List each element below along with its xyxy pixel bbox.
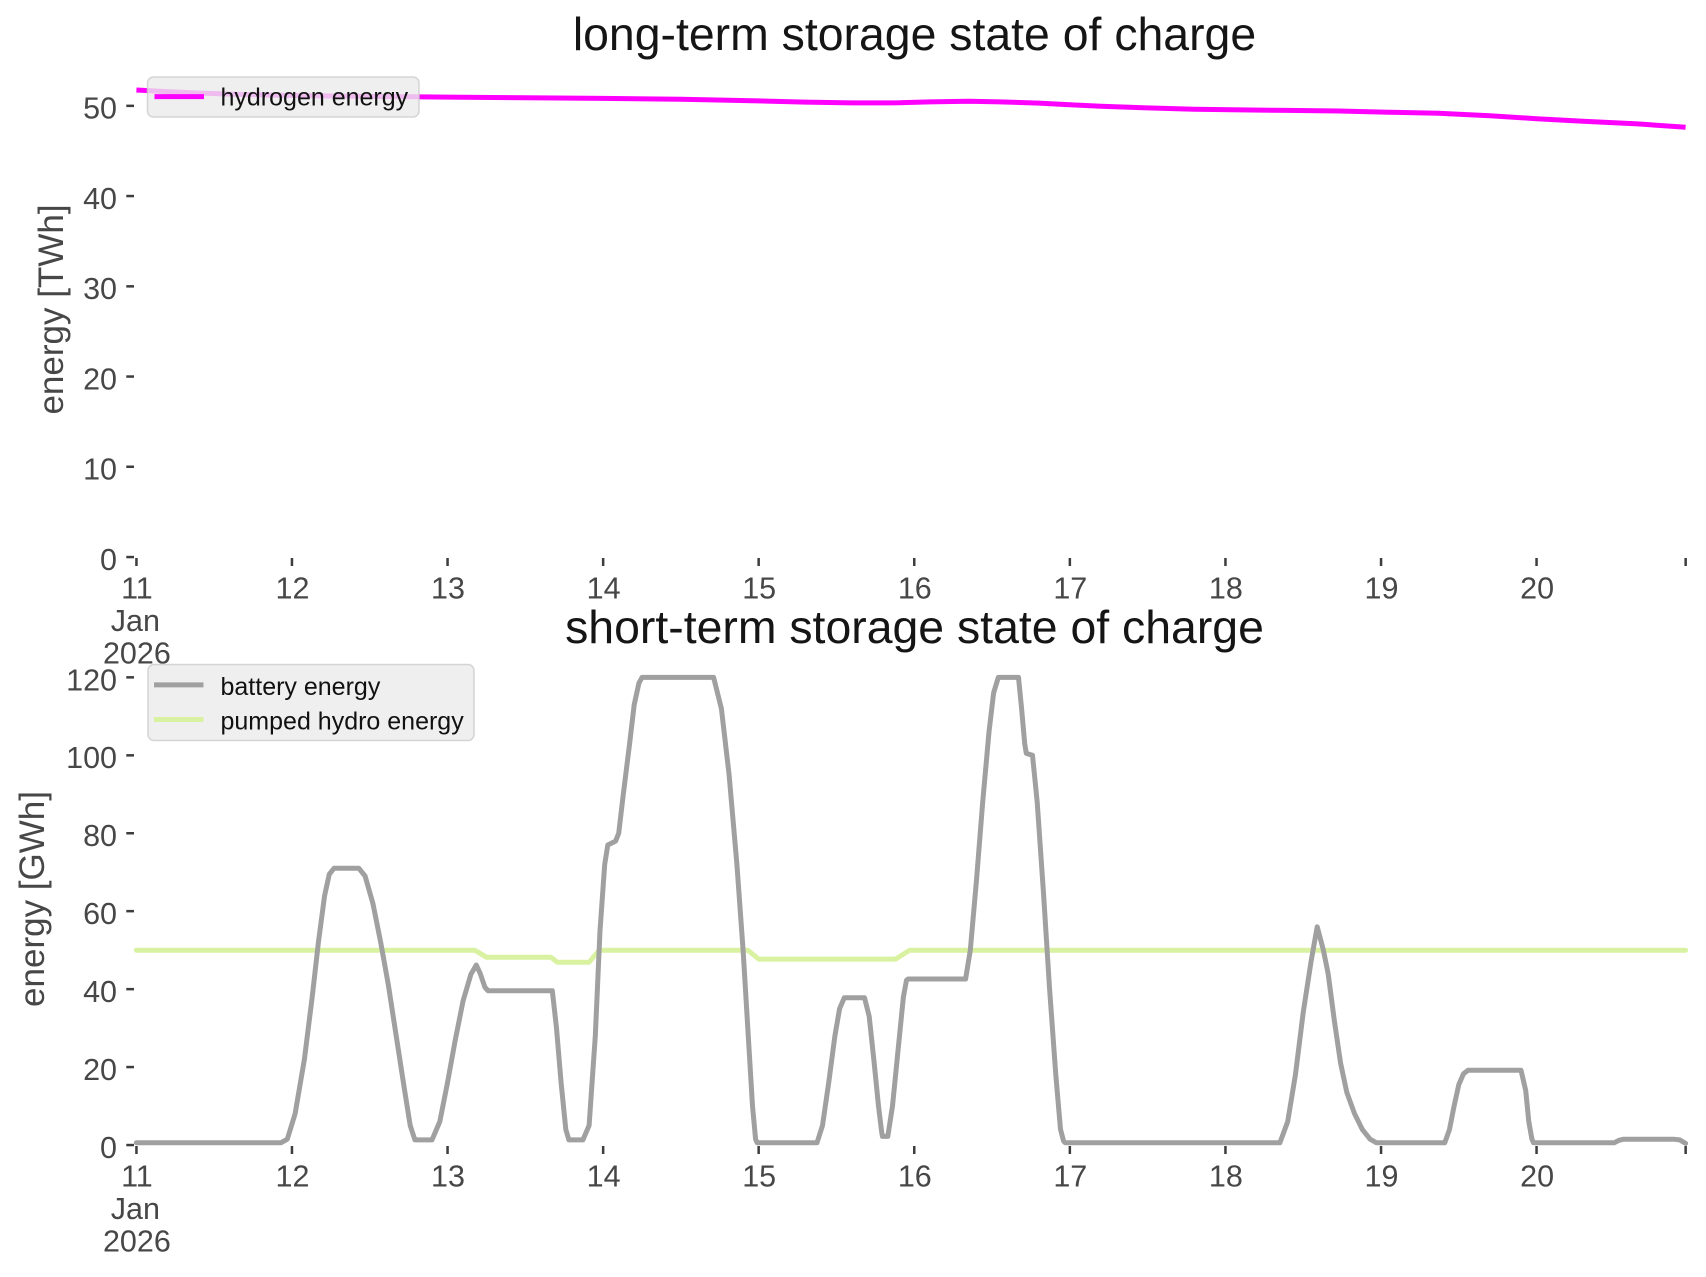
svg-text:100: 100: [66, 741, 117, 775]
svg-text:20: 20: [83, 362, 117, 396]
svg-text:14: 14: [587, 572, 621, 606]
svg-text:pumped hydro energy: pumped hydro energy: [221, 708, 465, 736]
svg-text:12: 12: [276, 1160, 310, 1194]
svg-text:14: 14: [587, 1160, 621, 1194]
svg-text:19: 19: [1365, 1160, 1399, 1194]
svg-text:17: 17: [1053, 1160, 1087, 1194]
svg-text:50: 50: [83, 92, 117, 126]
svg-text:hydrogen energy: hydrogen energy: [221, 84, 409, 112]
svg-text:0: 0: [100, 1131, 117, 1165]
svg-text:13: 13: [431, 572, 465, 606]
svg-text:18: 18: [1209, 572, 1243, 606]
svg-text:13: 13: [431, 1160, 465, 1194]
svg-text:16: 16: [898, 1160, 932, 1194]
svg-text:short-term storage state of ch: short-term storage state of charge: [565, 601, 1264, 653]
svg-text:15: 15: [742, 572, 776, 606]
svg-text:30: 30: [83, 272, 117, 306]
svg-text:12: 12: [276, 572, 310, 606]
svg-text:19: 19: [1365, 572, 1399, 606]
svg-text:20: 20: [1520, 1160, 1554, 1194]
svg-text:11: 11: [121, 572, 153, 606]
svg-text:20: 20: [1520, 572, 1554, 606]
svg-text:energy [GWh]: energy [GWh]: [13, 791, 52, 1007]
svg-text:120: 120: [66, 663, 117, 697]
svg-text:0: 0: [100, 543, 117, 577]
svg-text:Jan: Jan: [111, 1192, 160, 1226]
svg-text:10: 10: [83, 453, 117, 487]
svg-text:2026: 2026: [103, 1225, 171, 1259]
svg-text:20: 20: [83, 1053, 117, 1087]
svg-text:80: 80: [83, 819, 117, 853]
svg-text:battery energy: battery energy: [221, 673, 381, 701]
svg-text:40: 40: [83, 182, 117, 216]
svg-text:15: 15: [742, 1160, 776, 1194]
svg-text:Jan: Jan: [111, 604, 160, 638]
svg-text:16: 16: [898, 572, 932, 606]
svg-text:long-term storage state of cha: long-term storage state of charge: [573, 8, 1256, 60]
svg-text:18: 18: [1209, 1160, 1243, 1194]
svg-text:60: 60: [83, 897, 117, 931]
svg-text:40: 40: [83, 975, 117, 1009]
svg-text:energy [TWh]: energy [TWh]: [32, 204, 71, 414]
svg-text:17: 17: [1053, 572, 1087, 606]
svg-text:11: 11: [121, 1160, 153, 1194]
